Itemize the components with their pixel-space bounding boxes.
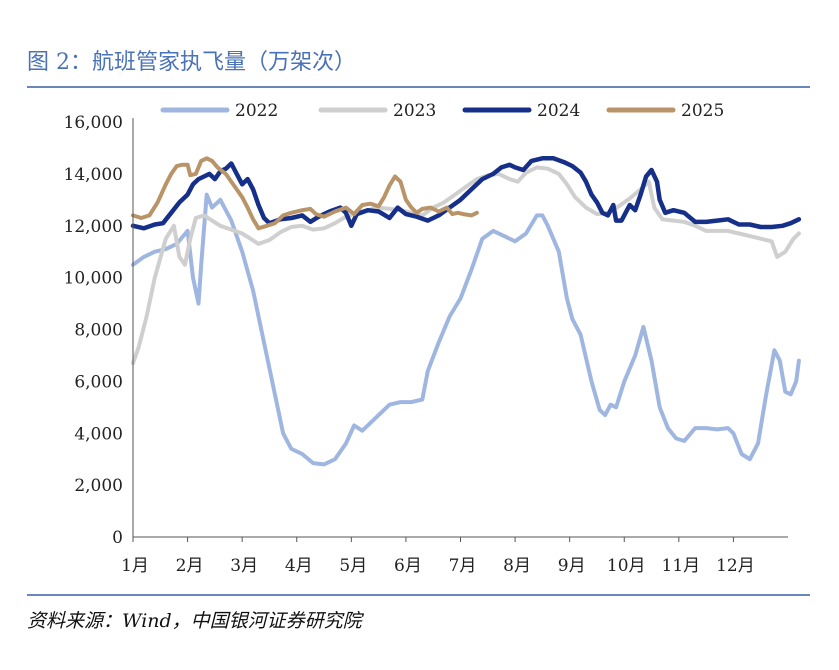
legend-label-2023: 2023 [393,101,436,121]
legend-label-2022: 2022 [235,101,278,121]
x-tick-label: 9月 [558,556,586,576]
line-chart: 2022 2023 2024 2025 0 2,000 4,000 6,000 8,000 10… [64,101,802,576]
y-tick-label: 8,000 [74,321,123,341]
x-tick-label: 4月 [285,556,313,576]
series-layer [130,156,802,467]
y-tick-label: 12,000 [64,217,123,237]
x-tick-label: 5月 [339,556,367,576]
y-tick-label: 10,000 [64,269,123,289]
legend-label-2024: 2024 [537,101,580,121]
y-tick-label: 0 [112,528,123,548]
top-rule [27,86,810,88]
series-line-2025 [131,156,479,231]
series-line-2024 [130,156,802,231]
x-tick-label: 1月 [121,556,149,576]
axes: 0 2,000 4,000 6,000 8,000 10,000 12,000 14,000 1… [64,113,788,576]
y-tick-label: 6,000 [74,372,123,392]
x-tick-label: 10月 [607,556,646,576]
x-tick-label: 12月 [716,556,755,576]
x-tick-label: 6月 [394,556,422,576]
y-tick-label: 14,000 [64,165,123,185]
x-tick-label: 8月 [503,556,531,576]
figure-title: 图 2：航班管家执飞量（万架次） [27,50,356,75]
source-note: 资料来源：Wind，中国银河证券研究院 [27,610,362,632]
y-tick-label: 2,000 [74,476,123,496]
bottom-rule [27,594,810,596]
x-tick-label: 7月 [449,556,477,576]
legend: 2022 2023 2024 2025 [160,101,724,121]
x-tick-label: 2月 [176,556,204,576]
x-tick-label: 3月 [230,556,258,576]
y-tick-label: 16,000 [64,113,123,133]
y-tick-label: 4,000 [74,424,123,444]
legend-label-2025: 2025 [681,101,724,121]
x-tick-label: 11月 [662,556,701,576]
series-line-2023 [131,165,801,366]
series-line-2022 [131,192,801,467]
